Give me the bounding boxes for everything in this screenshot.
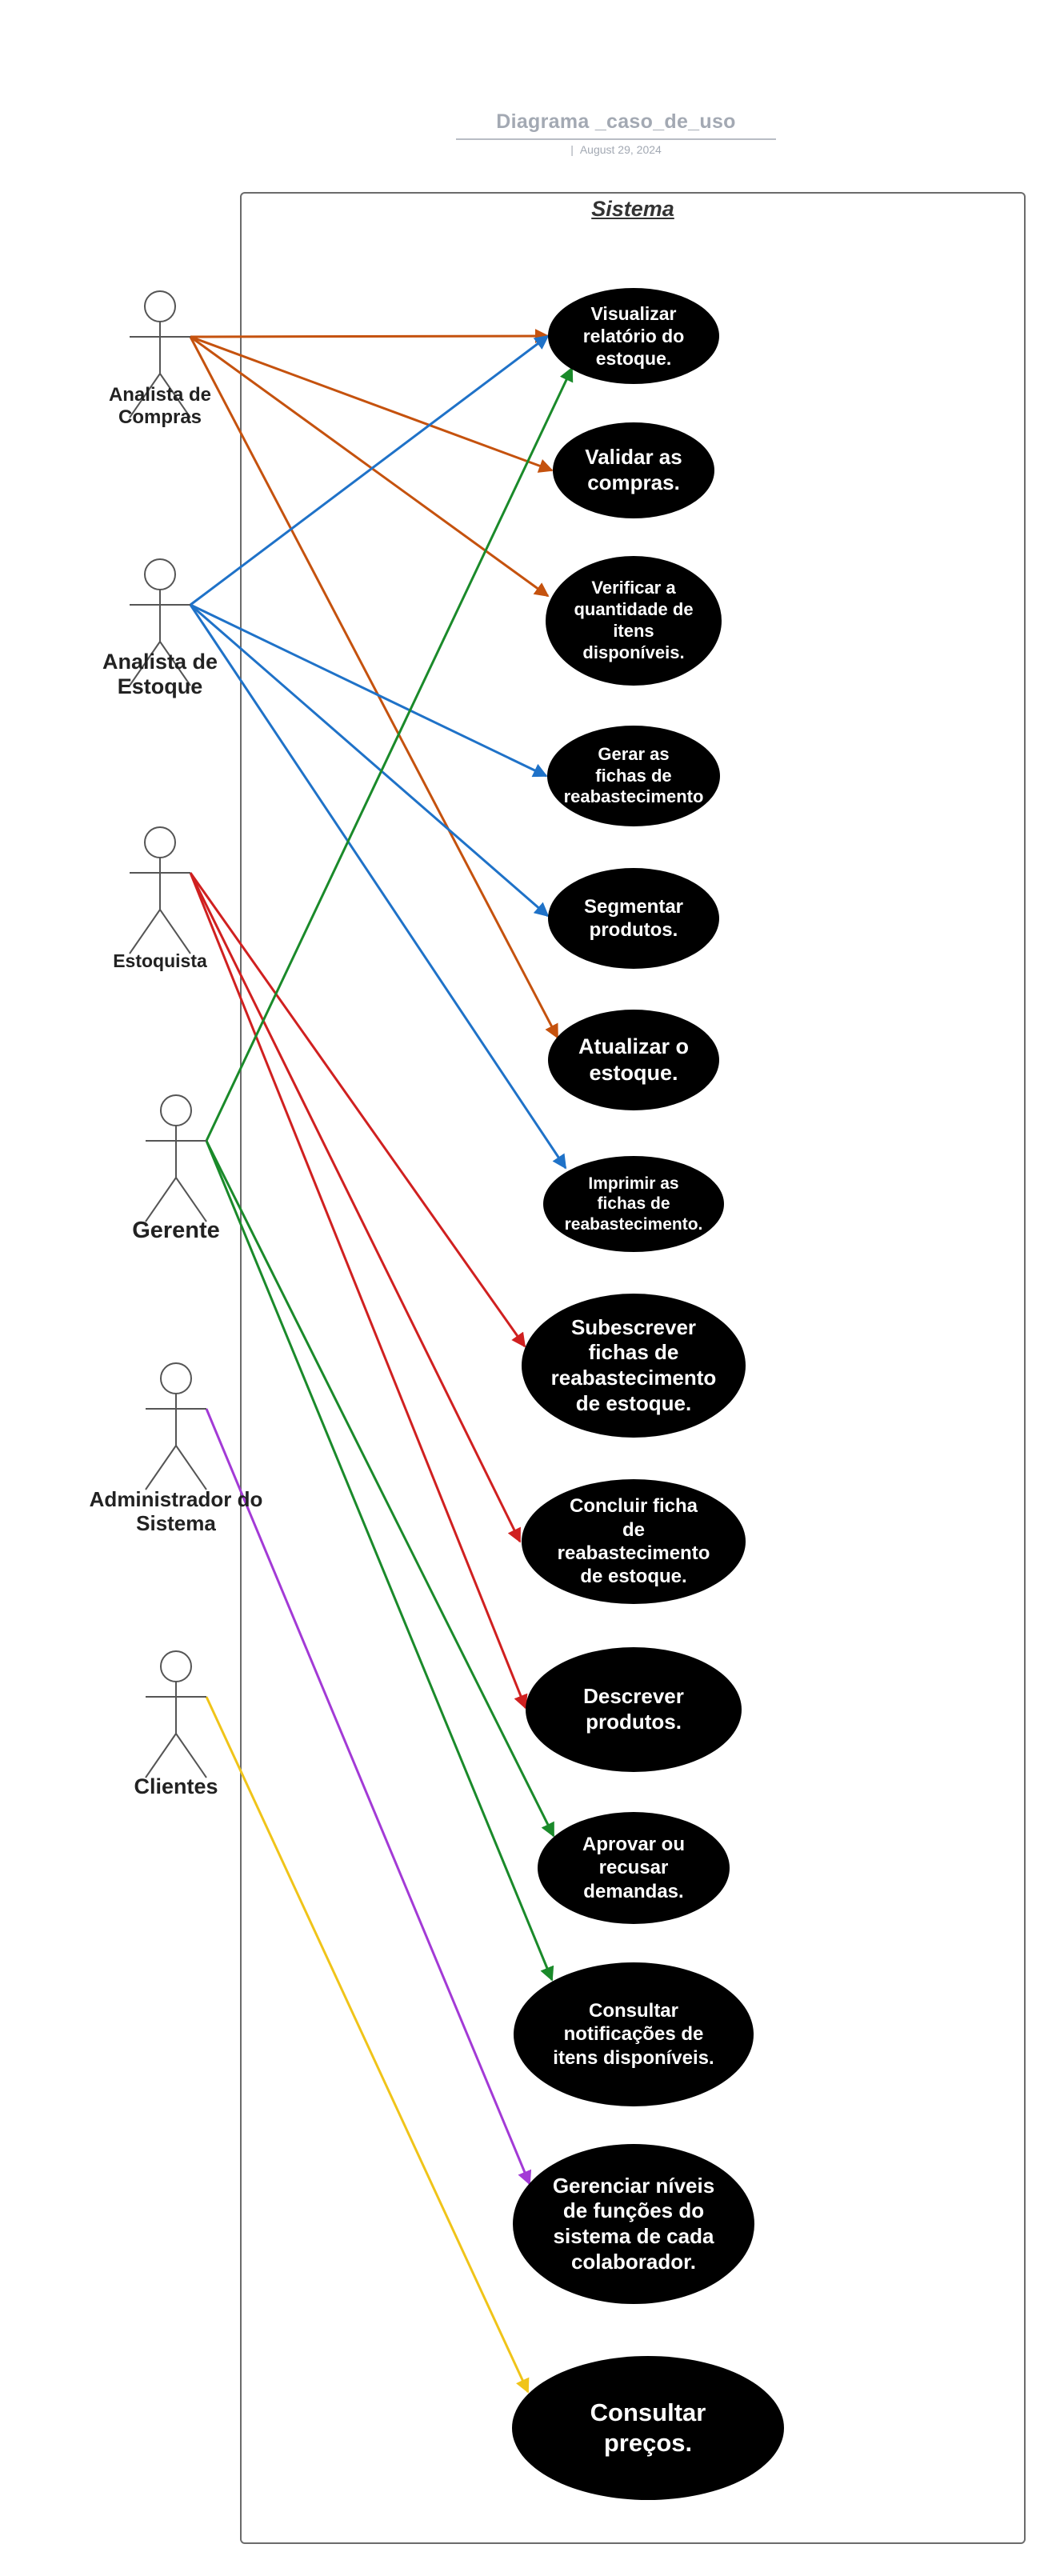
association-analista_compras-uc2 <box>190 335 554 473</box>
association-analista_compras-uc1 <box>190 329 550 344</box>
use-case-uc12[interactable] <box>514 1962 754 2106</box>
association-analista_estoque-uc4 <box>190 603 548 778</box>
use-case-uc8[interactable] <box>522 1294 746 1438</box>
association-analista_estoque-uc1 <box>190 334 550 606</box>
use-case-uc6[interactable] <box>548 1010 719 1110</box>
diagram-title: Diagrama _caso_de_uso <box>496 110 736 133</box>
use-case-layer <box>512 288 784 2500</box>
actor-label-administrador: Administrador do Sistema <box>89 1487 263 1535</box>
use-case-label: Gerar as fichas de reabastecimento <box>563 743 704 807</box>
association-gerente-uc11 <box>205 1140 555 1838</box>
association-administrador-uc13 <box>205 1408 532 2186</box>
use-case-uc10[interactable] <box>526 1647 742 1772</box>
actor-analista_compras-icon[interactable] <box>129 290 191 418</box>
use-case-label: Gerenciar níveis de funções do sistema d… <box>552 2173 715 2274</box>
association-estoquista-uc8 <box>189 872 526 1348</box>
use-case-label: Concluir ficha de reabastecimento de est… <box>557 1495 710 1588</box>
actor-estoquista-icon[interactable] <box>129 826 191 954</box>
use-case-label: Atualizar o estoque. <box>578 1034 690 1085</box>
use-case-label: Verificar a quantidade de itens disponív… <box>574 578 694 662</box>
use-case-uc4[interactable] <box>547 726 720 826</box>
title-divider <box>456 138 776 140</box>
actor-analista_estoque-icon[interactable] <box>129 558 191 686</box>
diagram-date-line: | August 29, 2024 <box>456 143 776 156</box>
use-case-label: Segmentar produtos. <box>583 895 684 941</box>
use-case-uc1[interactable] <box>548 288 719 384</box>
association-estoquista-uc10 <box>189 872 528 1710</box>
association-analista_estoque-uc7 <box>189 604 567 1170</box>
date-separator: | <box>570 143 574 156</box>
use-case-uc9[interactable] <box>522 1479 746 1604</box>
use-case-uc11[interactable] <box>538 1812 730 1924</box>
use-case-uc5[interactable] <box>548 868 719 969</box>
use-case-uc3[interactable] <box>546 556 722 686</box>
use-case-label: Visualizar relatório do estoque. <box>582 302 685 370</box>
diagram-header: Diagrama _caso_de_uso | August 29, 2024 <box>456 110 776 156</box>
association-estoquista-uc9 <box>189 872 522 1543</box>
use-case-uc7[interactable] <box>543 1156 724 1252</box>
actor-administrador-icon[interactable] <box>145 1362 207 1490</box>
association-analista_compras-uc3 <box>190 335 550 598</box>
use-case-uc13[interactable] <box>513 2144 754 2304</box>
use-case-label: Subescrever fichas de reabastecimento de… <box>550 1314 717 1415</box>
actor-layer <box>129 290 207 1778</box>
system-boundary: Sistema <box>240 192 1026 2544</box>
actor-gerente-icon[interactable] <box>145 1094 207 1222</box>
use-case-label: Consultar notificações de itens disponív… <box>553 2000 714 2069</box>
use-case-label: Imprimir as fichas de reabastecimento. <box>564 1174 703 1234</box>
use-case-label: Consultar preços. <box>590 2398 706 2457</box>
actor-label-gerente: Gerente <box>132 1218 220 1243</box>
actor-clientes-icon[interactable] <box>145 1650 207 1778</box>
association-analista_compras-uc6 <box>189 336 559 1039</box>
system-boundary-label: Sistema <box>591 197 674 221</box>
use-case-label: Descrever produtos. <box>583 1684 684 1734</box>
actor-label-analista_compras: Analista de Compras <box>108 384 212 428</box>
actor-label-analista_estoque: Analista de Estoque <box>102 650 218 699</box>
association-clientes-uc14 <box>205 1696 530 2394</box>
use-case-uc2[interactable] <box>553 422 714 518</box>
association-gerente-uc12 <box>205 1140 554 1982</box>
association-analista_estoque-uc5 <box>190 603 550 918</box>
association-layer <box>189 329 574 2394</box>
use-case-label: Validar as compras. <box>585 445 682 494</box>
actor-label-clientes: Clientes <box>134 1774 218 1798</box>
actor-label-estoquista: Estoquista <box>113 950 207 971</box>
association-gerente-uc1 <box>205 366 574 1142</box>
use-case-uc14[interactable] <box>512 2356 784 2500</box>
use-case-label: Aprovar ou recusar demandas. <box>582 1834 685 1902</box>
diagram-date: August 29, 2024 <box>579 143 662 156</box>
